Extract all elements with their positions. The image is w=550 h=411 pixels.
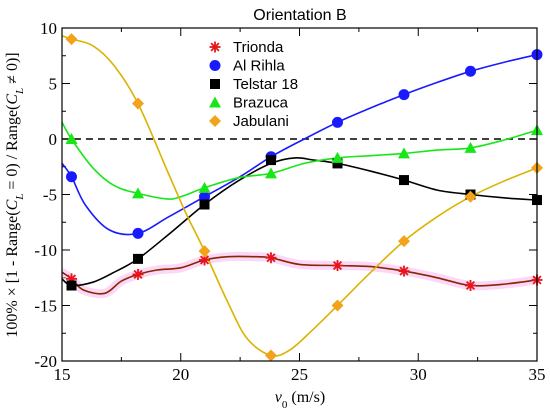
data-point-trionda (465, 280, 476, 292)
data-point-brazuca (398, 147, 410, 159)
data-point-jabulani (132, 97, 144, 110)
data-point-telstar-18 (133, 253, 143, 264)
legend-label-jabulani: Jabulani (233, 113, 289, 130)
data-point-trionda (132, 268, 144, 280)
series-line-trionda (62, 255, 537, 295)
y-tick-label: -20 (34, 352, 57, 371)
y-tick-label: 5 (49, 75, 58, 94)
data-point-telstar-18 (199, 199, 210, 210)
y-tick-label: -10 (34, 241, 57, 260)
y-axis-label-cl-2-sub: L (14, 88, 26, 95)
x-axis-label: v0 (m/s) (275, 389, 325, 411)
legend-item-telstar-18: Telstar 18 (210, 76, 298, 93)
legend-label-telstar-18: Telstar 18 (233, 76, 298, 93)
y-axis-label-part-3: ≠ 0)] (4, 52, 21, 87)
series-line-al-rihla (62, 53, 537, 236)
star-stroke (332, 261, 343, 271)
star-stroke (210, 42, 220, 52)
y-tick-label: -15 (34, 297, 57, 316)
legend-label-al-rihla: Al Rihla (233, 58, 285, 75)
data-point-al-rihla (199, 191, 210, 203)
data-point-trionda (398, 265, 410, 277)
legend-marker-brazuca (209, 96, 221, 108)
series-line-brazuca (62, 121, 537, 200)
data-point-jabulani (198, 245, 211, 258)
y-axis-label-part-2: = 0) / Range( (4, 105, 21, 194)
data-point-trionda (199, 254, 210, 266)
star-stroke (465, 280, 476, 291)
data-point-brazuca (132, 187, 144, 199)
data-point-brazuca (464, 141, 477, 153)
x-tick-label: 30 (410, 365, 427, 384)
star-stroke (266, 253, 276, 263)
star-stroke (133, 269, 143, 279)
data-point-al-rihla (465, 65, 476, 77)
legend-marker-al-rihla (209, 60, 221, 71)
legend-label-brazuca: Brazuca (233, 95, 289, 112)
legend-item-trionda: Trionda (209, 39, 284, 56)
x-tick-label: 20 (172, 365, 189, 384)
plot-area (62, 33, 543, 362)
data-point-jabulani (331, 299, 344, 312)
legend-marker-jabulani (209, 115, 221, 127)
data-point-al-rihla (132, 227, 144, 239)
data-point-telstar-18 (66, 280, 77, 291)
data-point-brazuca (265, 167, 277, 179)
data-point-trionda (265, 252, 277, 264)
star-stroke (199, 255, 210, 265)
x-axis-label-symbol: v (275, 389, 283, 406)
y-axis-label-cl-1: C (4, 199, 21, 210)
tick-layer: 15 20 25 30 35 -20 -15 -10 -5 0 5 10 (34, 19, 545, 384)
x-tick-label: 25 (291, 365, 308, 384)
y-tick-label: 10 (40, 19, 57, 38)
data-point-brazuca (331, 151, 344, 163)
data-point-al-rihla (332, 116, 343, 128)
legend-item-jabulani: Jabulani (209, 113, 289, 130)
legend-marker-trionda (209, 41, 221, 53)
y-axis-label: 100% × [1 - Range(CL = 0) / Range(CL ≠ 0… (4, 52, 26, 337)
legend-label-trionda: Trionda (233, 39, 284, 56)
x-tick-label: 15 (54, 365, 71, 384)
data-point-jabulani (398, 235, 410, 248)
marker-layer (65, 33, 543, 362)
x-axis-label-unit: (m/s) (287, 389, 325, 406)
data-point-trionda (332, 260, 343, 272)
x-axis-label-subscript: 0 (282, 399, 288, 411)
data-point-jabulani (265, 349, 277, 362)
data-point-brazuca (198, 181, 211, 193)
data-point-jabulani (464, 190, 477, 203)
data-point-telstar-18 (399, 175, 409, 186)
y-axis-label-part-1: 100% × [1 - Range( (4, 210, 21, 337)
plot-frame (61, 27, 538, 362)
series-line-telstar-18 (62, 156, 537, 287)
y-axis-label-cl-1-sub: L (14, 194, 26, 201)
data-point-telstar-18 (332, 158, 343, 169)
y-tick-label: -5 (43, 186, 57, 205)
y-tick-label: 0 (49, 130, 58, 149)
x-tick-label: 35 (529, 365, 546, 384)
legend-item-brazuca: Brazuca (209, 95, 289, 112)
series-line-jabulani (62, 35, 537, 357)
y-axis-label-cl-2: C (4, 94, 21, 105)
data-point-brazuca (65, 133, 78, 144)
data-point-al-rihla (66, 171, 77, 183)
legend-marker-telstar-18 (210, 79, 220, 89)
legend-item-al-rihla: Al Rihla (209, 58, 285, 75)
star-stroke (399, 266, 409, 276)
data-point-telstar-18 (266, 155, 276, 166)
data-point-al-rihla (398, 89, 410, 101)
chart-title: Orientation B (253, 7, 346, 24)
data-point-jabulani (65, 33, 78, 46)
